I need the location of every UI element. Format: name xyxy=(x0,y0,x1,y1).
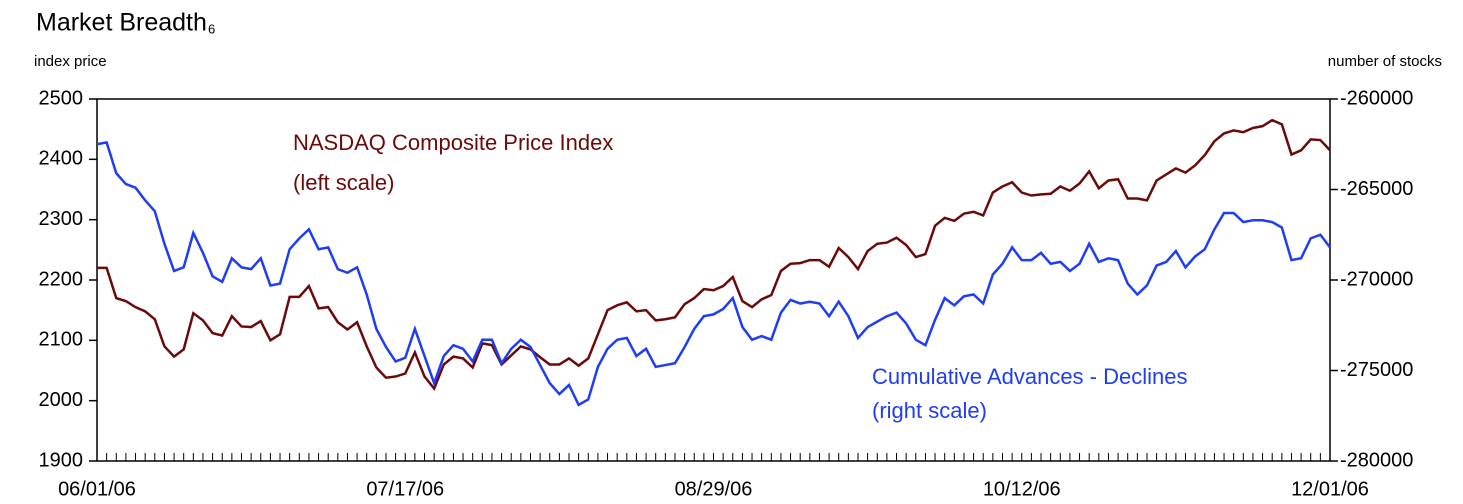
y2-tick-label: -265000 xyxy=(1340,178,1413,200)
x-tick-label: 12/01/06 xyxy=(1291,478,1369,500)
y-tick-label: 2000 xyxy=(39,389,84,411)
y2-tick-label: -260000 xyxy=(1340,87,1413,109)
y-tick-label: 2300 xyxy=(39,208,84,230)
y-tick-label: 2200 xyxy=(39,268,84,290)
x-tick-label: 08/29/06 xyxy=(675,478,753,500)
y-tick-label: 2500 xyxy=(39,87,84,109)
series-label: Cumulative Advances - Declines xyxy=(872,364,1187,389)
y2-tick-label: -270000 xyxy=(1340,268,1413,290)
x-tick-label: 06/01/06 xyxy=(58,478,136,500)
y2-tick-label: -275000 xyxy=(1340,359,1413,381)
series-note: (right scale) xyxy=(872,398,987,423)
x-tick-label: 10/12/06 xyxy=(983,478,1061,500)
series-line xyxy=(97,118,1331,392)
chart-title: Market Breadth xyxy=(36,9,207,37)
y-axis-label: index price xyxy=(34,53,107,70)
title-note: 6 xyxy=(208,21,215,36)
y2-tick-label: -280000 xyxy=(1340,449,1413,471)
x-tick-label: 07/17/06 xyxy=(366,478,444,500)
y2-axis-label: number of stocks xyxy=(1328,53,1442,70)
y-tick-label: 2400 xyxy=(39,148,84,170)
y-tick-label: 1900 xyxy=(39,449,84,471)
series-label: NASDAQ Composite Price Index xyxy=(293,130,613,155)
series-line xyxy=(96,141,1331,407)
y-tick-label: 2100 xyxy=(39,329,84,351)
series-note: (left scale) xyxy=(293,170,394,195)
